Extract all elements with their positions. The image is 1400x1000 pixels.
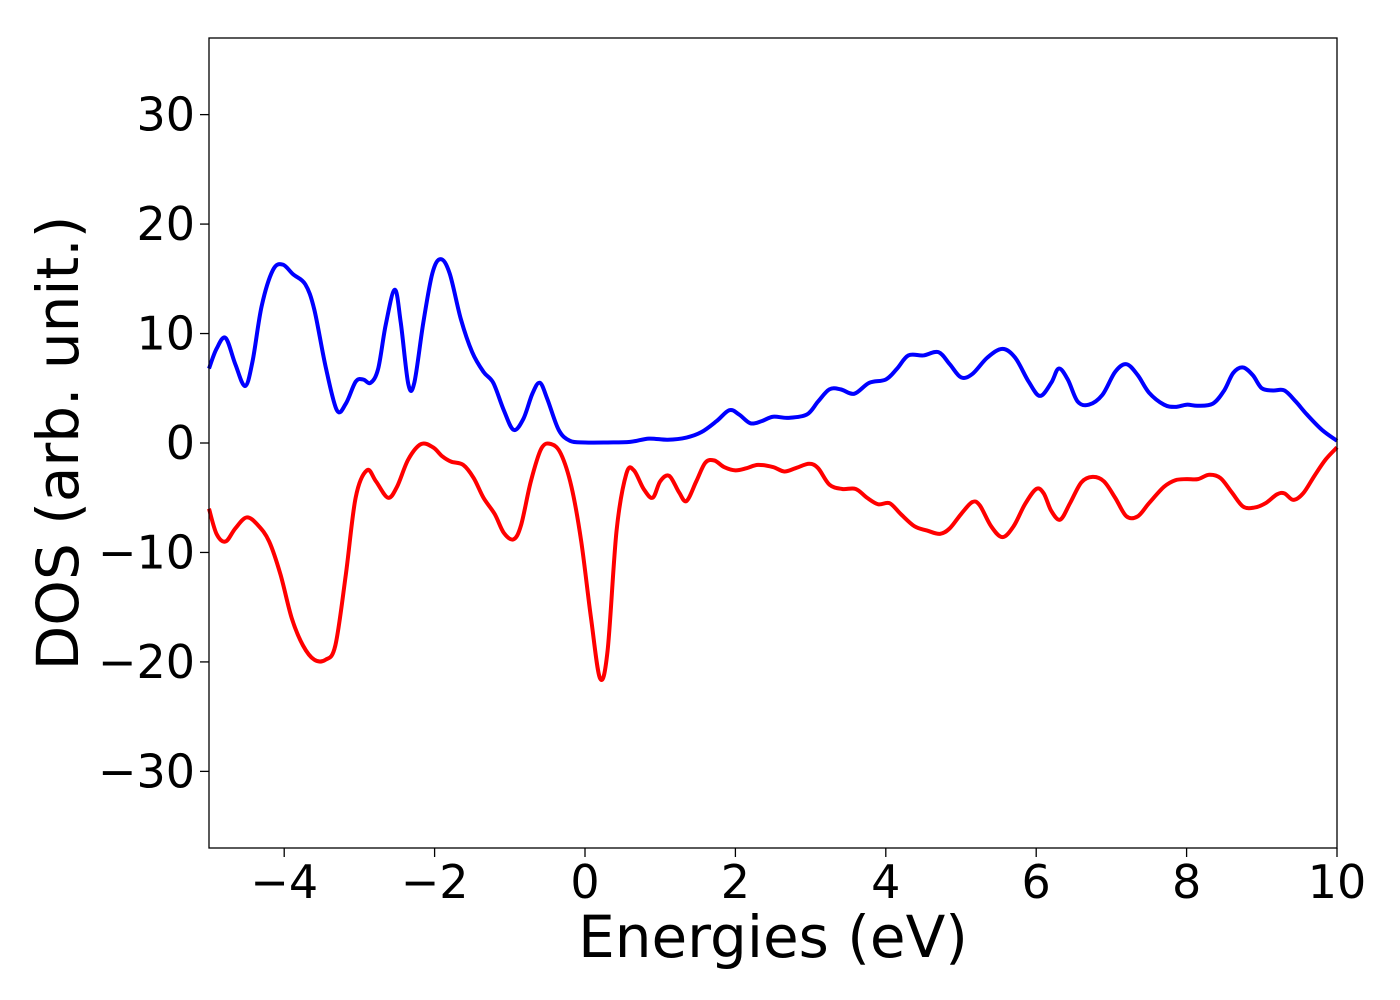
y-tick-label: 10	[136, 307, 195, 361]
x-tick-label: 4	[871, 855, 900, 909]
y-tick-label: 30	[136, 88, 195, 142]
y-axis-title: DOS (arb. unit.)	[24, 216, 92, 671]
x-axis-title: Energies (eV)	[578, 903, 968, 971]
x-tick-label: 8	[1172, 855, 1201, 909]
x-tick-label: 6	[1022, 855, 1051, 909]
plot-frame	[208, 37, 1338, 849]
x-tick-label: 10	[1308, 855, 1367, 909]
y-tick-label: 20	[136, 197, 195, 251]
x-tick-label: 2	[721, 855, 750, 909]
dos-series-line-2	[207, 441, 1339, 682]
plot-lines	[207, 257, 1339, 682]
y-tick-label: −30	[98, 744, 195, 798]
x-axis-ticks: −4 −2 0 2 4 6 8 10	[250, 848, 1366, 909]
x-tick-label: 0	[570, 855, 599, 909]
x-tick-label: −4	[250, 855, 318, 909]
y-tick-label: −20	[98, 635, 195, 689]
y-tick-label: 0	[166, 416, 195, 470]
dos-series-line-1	[207, 257, 1339, 445]
y-axis-ticks: 30 20 10 0 −10 −20 −30	[98, 88, 209, 798]
y-tick-label: −10	[98, 525, 195, 579]
x-tick-label: −2	[401, 855, 469, 909]
